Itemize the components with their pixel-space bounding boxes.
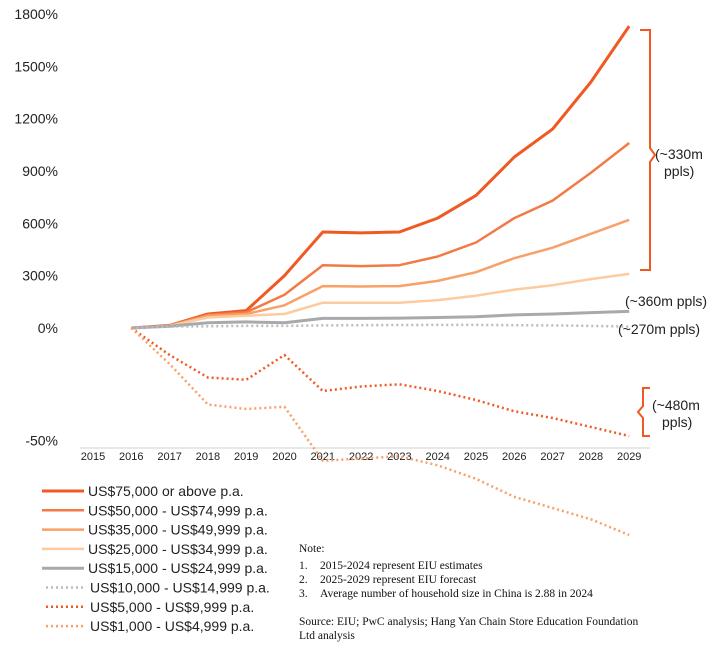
note-item-1-text: 2015-2024 represent EIU estimates [320,560,483,572]
x-tick-label: 2026 [502,451,526,463]
legend-label-7: US$5,000 - US$9,999 p.a. [90,599,254,615]
series-line-4 [131,272,630,330]
x-tick-label: 2018 [196,451,220,463]
note-block: Note: 1. 2015-2024 represent EIU estimat… [299,543,638,642]
y-tick-label: 1500% [14,58,58,74]
annotation-360m: (~360m ppls) [625,293,707,309]
x-tick-label: 2022 [349,451,373,463]
axes: 1800% 1500% 1200% 900% 600% 300% 0% -50% 2015 201… [14,6,650,463]
bracket-330m [640,29,657,271]
x-tick-label: 2015 [81,451,105,463]
legend-label-6: US$10,000 - US$14,999 p.a. [90,580,270,596]
x-tick-label: 2023 [387,451,411,463]
annotation-270m: (~270m ppls) [618,321,700,337]
annotation-480m-line1: (~480m [652,397,700,413]
note-item-1-num: 1. [299,560,308,572]
y-tick-label: 0% [38,320,58,336]
annotation-480m-line2: ppls) [662,414,692,430]
note-item-3-num: 3. [299,588,308,600]
x-tick-label: 2017 [157,451,181,463]
note-title: Note: [299,543,325,555]
series-line-1 [131,25,631,330]
series-line-7 [130,326,630,438]
legend-label-2: US$50,000 - US$74,999 p.a. [88,502,268,518]
legend-label-3: US$35,000 - US$49,999 p.a. [88,522,268,538]
x-tick-label: 2027 [540,451,564,463]
legend-label-5: US$15,000 - US$24,999 p.a. [88,560,268,576]
x-tick-label: 2028 [579,451,603,463]
legend-label-4: US$25,000 - US$34,999 p.a. [88,541,268,557]
annotation-330m: (~330m ppls) [655,146,703,179]
x-tick-label: 2029 [617,451,641,463]
series-line-3 [131,218,630,330]
series-group [130,25,631,537]
source-line-1: Source: EIU; PwC analysis; Hang Yan Chai… [299,616,638,628]
annotation-330m-line1: (~330m [655,146,703,162]
y-tick-label: 1200% [14,111,58,127]
y-tick-label: 1800% [14,6,58,22]
x-tick-label: 2020 [272,451,296,463]
legend-label-1: US$75,000 or above p.a. [88,483,244,499]
annotation-480m: (~480m ppls) [652,397,700,430]
x-tick-label: 2019 [234,451,258,463]
x-tick-label: 2024 [425,451,449,463]
y-tick-label: 300% [22,268,58,284]
y-tick-label: 900% [22,163,58,179]
x-tick-label: 2025 [464,451,488,463]
brackets [636,29,657,437]
x-tick-label: 2016 [119,451,143,463]
annotation-330m-line2: ppls) [664,163,694,179]
note-item-2-num: 2. [299,574,308,586]
note-item-2-text: 2025-2029 represent EIU forecast [320,574,477,586]
x-tick-label: 2021 [311,451,335,463]
series-line-2 [131,142,630,330]
bracket-480m [636,387,650,437]
legend: US$75,000 or above p.a. US$50,000 - US$74… [42,483,270,634]
y-tick-label: -50% [25,433,58,449]
note-item-3-text: Average number of household size in Chin… [320,588,593,600]
source-line-2: Ltd analysis [299,630,355,642]
series-line-5 [131,309,630,330]
series-line-6 [131,323,630,330]
y-tick-label: 600% [22,215,58,231]
legend-label-8: US$1,000 - US$4,999 p.a. [90,618,254,634]
